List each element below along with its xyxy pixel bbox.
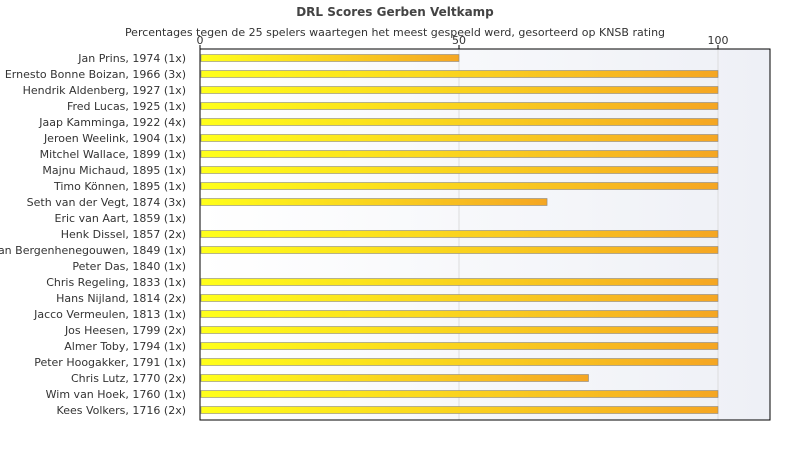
x-tick-label: 0: [197, 34, 204, 47]
category-label: Timo Können, 1895 (1x): [53, 180, 186, 193]
category-label: Henk Dissel, 1857 (2x): [61, 228, 186, 241]
bar: [200, 374, 589, 382]
bar: [200, 198, 548, 206]
bar: [200, 342, 719, 350]
category-label: Eric van Aart, 1859 (1x): [55, 212, 186, 225]
category-label: Almer Toby, 1794 (1x): [64, 340, 186, 353]
category-label: Chris Lutz, 1770 (2x): [71, 372, 186, 385]
chart-subtitle: Percentages tegen de 25 spelers waartege…: [125, 26, 665, 39]
bar: [200, 54, 460, 62]
x-axis-ticks: 0 50 100: [197, 34, 729, 49]
category-label: Fred Lucas, 1925 (1x): [67, 100, 186, 113]
bar: [200, 326, 719, 334]
category-label: Majnu Michaud, 1895 (1x): [42, 164, 186, 177]
category-label: Jacco Vermeulen, 1813 (1x): [33, 308, 186, 321]
category-label: Ernesto Bonne Boizan, 1966 (3x): [5, 68, 186, 81]
bar: [200, 358, 719, 366]
bar: [200, 166, 719, 174]
bar: [200, 182, 719, 190]
bar: [200, 230, 719, 238]
bar: [200, 86, 719, 94]
bars: [200, 54, 719, 414]
category-label: Hans Nijland, 1814 (2x): [56, 292, 186, 305]
bar: [200, 406, 719, 414]
bar: [200, 278, 719, 286]
bar: [200, 246, 719, 254]
bar: [200, 294, 719, 302]
category-label: Kees Volkers, 1716 (2x): [57, 404, 186, 417]
category-label: Mitchel Wallace, 1899 (1x): [40, 148, 186, 161]
chart-title: DRL Scores Gerben Veltkamp: [296, 5, 494, 19]
category-label: Jos Heesen, 1799 (2x): [64, 324, 186, 337]
bar: [200, 390, 719, 398]
bar: [200, 310, 719, 318]
category-label: Jos van Bergenhenegouwen, 1849 (1x): [0, 244, 186, 257]
bar: [200, 150, 719, 158]
bar: [200, 118, 719, 126]
category-label: Hendrik Aldenberg, 1927 (1x): [23, 84, 186, 97]
plot-frame: [199, 48, 771, 421]
category-label: Jan Prins, 1974 (1x): [77, 52, 186, 65]
category-labels: Jan Prins, 1974 (1x) Ernesto Bonne Boizan…: [0, 52, 186, 417]
x-tick-label: 50: [452, 34, 466, 47]
category-label: Wim van Hoek, 1760 (1x): [46, 388, 186, 401]
bar: [200, 134, 719, 142]
bar: [200, 70, 719, 78]
category-label: Peter Hoogakker, 1791 (1x): [34, 356, 186, 369]
x-tick-label: 100: [708, 34, 729, 47]
category-label: Seth van der Vegt, 1874 (3x): [27, 196, 186, 209]
category-label: Chris Regeling, 1833 (1x): [46, 276, 186, 289]
bar: [200, 102, 719, 110]
category-label: Jaap Kamminga, 1922 (4x): [38, 116, 186, 129]
category-label: Peter Das, 1840 (1x): [72, 260, 186, 273]
category-label: Jeroen Weelink, 1904 (1x): [43, 132, 186, 145]
